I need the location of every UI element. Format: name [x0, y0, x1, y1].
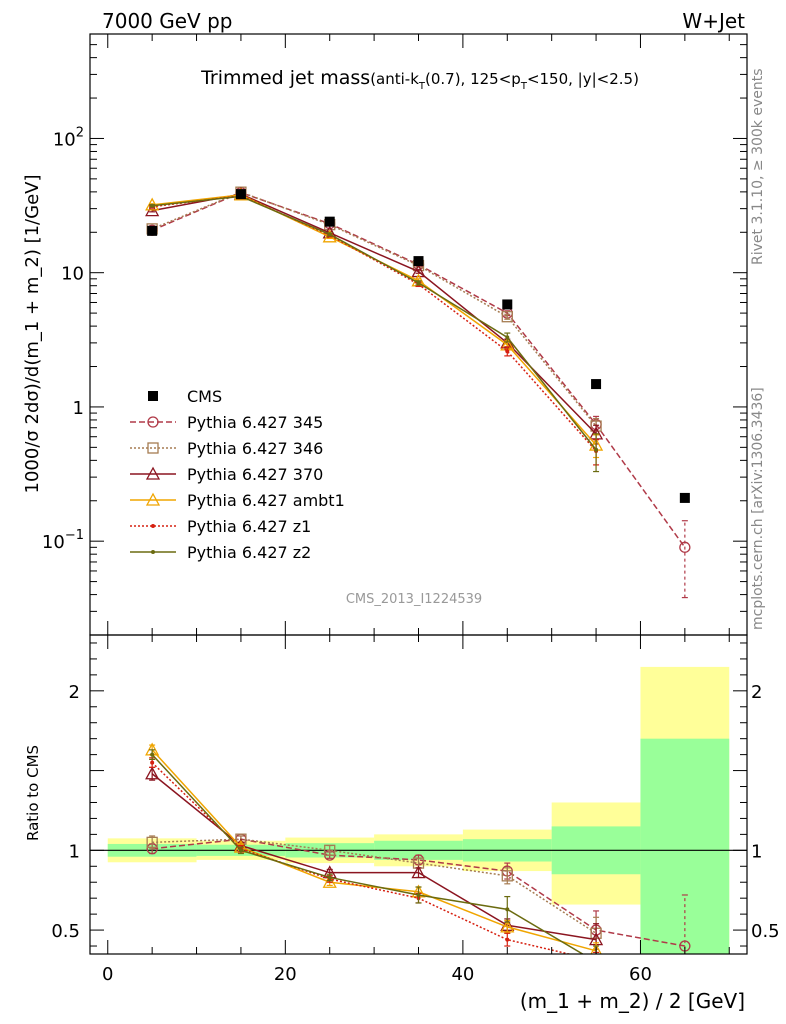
ratio-point-z1: [594, 958, 598, 962]
main-ytick-label: 1: [73, 398, 84, 419]
ratio-ytick-label-right: 2: [751, 682, 762, 703]
legend-marker-z2: [151, 550, 155, 554]
title-sub-mid: (0.7), 125<p: [425, 70, 521, 88]
point-z1: [505, 349, 510, 354]
ratio-xtick-label: 20: [274, 964, 297, 985]
main-ytick-label: 102: [53, 125, 84, 150]
ratio-point-z2: [238, 848, 243, 853]
ratio-ylabel: Ratio to CMS: [24, 745, 42, 841]
legend-marker-z1: [151, 524, 155, 528]
legend-marker-p370: [145, 466, 161, 480]
legend: CMS Pythia 6.427 345 Pythia 6.427 346 Pythi…: [130, 387, 345, 562]
series-line-z2: [152, 195, 597, 451]
point-p346: [501, 311, 513, 323]
ratio-line-z2: [151, 754, 585, 954]
ratio-point-ambt1: [590, 943, 602, 954]
series-line-z1: [152, 194, 597, 452]
title-main: Trimmed jet mass: [200, 67, 370, 89]
point-z2: [505, 335, 510, 340]
ratio-frame: [89, 634, 748, 955]
source-label: mcplots.cern.ch [arXiv:1306.3436]: [750, 387, 766, 630]
title-sub-post: <150, |y|<2.5): [527, 70, 639, 88]
ratio-point-p346: [501, 870, 513, 882]
plot-title: Trimmed jet mass(anti-kT(0.7), 125<pT<15…: [200, 67, 639, 92]
ratio-xtick-label: 0: [102, 964, 113, 985]
legend-marker-cms: [148, 391, 158, 401]
point-z2: [150, 203, 155, 208]
point-cms: [591, 379, 602, 390]
point-p370: [411, 264, 426, 278]
ratio-xtick-label: 60: [629, 964, 652, 985]
main-ytick-label: 10: [61, 264, 84, 285]
title-sub-t2: T: [520, 81, 528, 92]
series-line-ambt1: [152, 194, 597, 446]
header-right: W+Jet: [682, 9, 745, 33]
point-cms: [679, 492, 690, 503]
legend-marker-p345: [147, 416, 159, 428]
ratio-xtick-label: 40: [451, 964, 474, 985]
ratio-point-z2: [150, 752, 155, 757]
legend-marker-p346: [147, 442, 159, 454]
ratio-ytick-label: 2: [69, 682, 80, 703]
ratio-line-ambt1: [151, 749, 597, 952]
ratio-ytick-label: 0.5: [51, 921, 80, 942]
legend-label-z2: Pythia 6.427 z2: [187, 543, 311, 562]
analysis-id: CMS_2013_I1224539: [346, 592, 482, 607]
ratio-ytick-label-right: 1: [751, 841, 762, 862]
legend-label-z1: Pythia 6.427 z1: [187, 517, 311, 536]
rivet-label: Rivet 3.1.10, ≥ 300k events: [750, 68, 766, 265]
ratio-point-z2: [327, 875, 332, 880]
point-z2: [594, 447, 599, 452]
ratio-point-ambt1: [500, 919, 515, 933]
legend-label-cms: CMS: [187, 387, 222, 406]
point-cms: [235, 189, 246, 200]
ratio-point-p346: [324, 844, 336, 856]
ratio-point-z1: [150, 760, 155, 765]
ratio-point-p346: [146, 836, 158, 848]
point-cms: [502, 299, 513, 310]
ratio-series-z2: [149, 749, 600, 964]
ratio-ytick-label: 1: [69, 841, 80, 862]
series-cms: [147, 189, 690, 503]
ratio-line-z1: [151, 762, 573, 954]
main-ylabel: 1000/σ 2dσ)/d(m_1 + m_2) [1/GeV]: [22, 175, 43, 494]
ratio-xlabel: (m_1 + m_2) / 2 [GeV]: [520, 989, 745, 1013]
ratio-point-z2: [505, 907, 510, 912]
ratio-ytick-label-right: 0.5: [751, 921, 780, 942]
title-sub-pre: (anti-k: [370, 70, 419, 88]
series-p345: [146, 186, 691, 599]
uncertainty-band-green: [640, 738, 730, 954]
ratio-point-z2: [594, 960, 598, 964]
main-ytick-label: 10−1: [42, 528, 84, 553]
point-cms: [147, 225, 158, 236]
point-z2: [416, 280, 421, 285]
ratio-point-z2: [416, 892, 421, 897]
ratio-point-z1: [505, 937, 510, 942]
ratio-point-p370: [411, 865, 426, 879]
legend-marker-ambt1: [145, 492, 161, 506]
point-p345: [679, 541, 691, 553]
point-z2: [327, 232, 332, 237]
point-cms: [413, 256, 424, 267]
legend-label-p346: Pythia 6.427 346: [187, 439, 323, 458]
legend-label-p370: Pythia 6.427 370: [187, 465, 323, 484]
ratio-point-p370: [145, 766, 160, 780]
header-left: 7000 GeV pp: [102, 9, 233, 33]
point-cms: [324, 216, 335, 227]
legend-label-ambt1: Pythia 6.427 ambt1: [187, 491, 345, 510]
title-sub-t: T: [418, 81, 426, 92]
legend-label-p345: Pythia 6.427 345: [187, 413, 323, 432]
